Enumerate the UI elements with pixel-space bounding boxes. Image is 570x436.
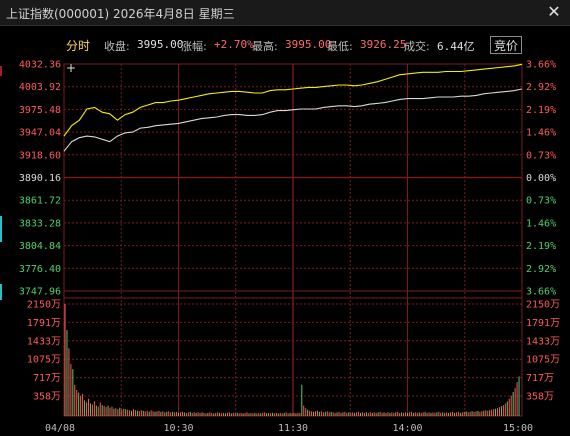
turnover-label: 成交: — [404, 40, 430, 53]
low-label: 最低: — [327, 40, 353, 53]
volume-axis-label-right: 358万 — [526, 392, 554, 403]
pct-axis-label: 3.66% — [526, 287, 556, 298]
time-axis-label: 14:00 — [392, 423, 422, 434]
price-axis-label: 3918.60 — [19, 150, 61, 161]
price-axis-label: 3861.72 — [19, 196, 61, 207]
low-value: 3926.25 — [360, 38, 407, 51]
pct-axis-label: 1.46% — [526, 128, 556, 139]
change-label: 涨幅: — [181, 40, 207, 53]
tab-timeshare[interactable]: 分时 — [66, 39, 91, 53]
price-axis-label: 3975.48 — [19, 105, 61, 116]
price-axis-label: 3804.84 — [19, 241, 61, 252]
volume-axis-label-right: 2150万 — [526, 300, 560, 311]
price-lines — [63, 63, 523, 152]
window-title: 上证指数(000001) 2026年4月8日 星期三 — [6, 7, 235, 21]
window-titlebar: 上证指数(000001) 2026年4月8日 星期三 ✕ — [0, 0, 570, 26]
price-axis-label: 3776.40 — [19, 264, 61, 275]
price-line — [63, 63, 523, 137]
chart-grid — [63, 63, 523, 417]
volume-bars — [64, 304, 520, 416]
price-axis-label: 4032.36 — [19, 60, 61, 71]
pct-axis-label: 0.73% — [526, 196, 556, 207]
edge-marker — [0, 216, 2, 242]
pct-axis-label: 2.92% — [526, 82, 556, 93]
edge-marker — [0, 66, 2, 76]
time-axis-label: 10:30 — [163, 423, 193, 434]
pct-axis-label: 2.19% — [526, 105, 556, 116]
volume-axis-label-right: 1791万 — [526, 318, 560, 329]
time-axis-label: 04/08 — [45, 423, 75, 434]
price-axis-label: 3747.96 — [19, 287, 61, 298]
price-axis-label: 3833.28 — [19, 218, 61, 229]
volume-axis-label-right: 1075万 — [526, 355, 560, 366]
pct-axis-label: 2.19% — [526, 241, 556, 252]
pct-axis-label: 0.00% — [526, 173, 556, 184]
volume-axis-label-right: 1433万 — [526, 336, 560, 347]
average-price-line — [63, 88, 523, 152]
volume-axis-label: 717万 — [33, 373, 61, 384]
close-value: 3995.00 — [137, 38, 184, 51]
time-axis-label: 15:00 — [503, 423, 533, 434]
pct-axis-label: 0.73% — [526, 150, 556, 161]
pct-axis-label: 1.46% — [526, 218, 556, 229]
quote-bar: 分时 收盘: 3995.00 涨幅: +2.70% 最高: 3995.00 最低… — [0, 26, 570, 56]
edge-marker — [0, 284, 2, 300]
high-value: 3995.00 — [285, 38, 332, 51]
auction-button[interactable]: 竞价 — [490, 36, 522, 54]
volume-axis-label: 1433万 — [27, 336, 61, 347]
axis-labels: 4032.36 3.66% 4003.92 2.92% 3975.48 2.19% 3947… — [19, 60, 560, 435]
pct-axis-label: 2.92% — [526, 264, 556, 275]
high-label: 最高: — [252, 40, 278, 53]
volume-axis-label: 1075万 — [27, 355, 61, 366]
turnover-value: 6.44亿 — [437, 40, 475, 53]
time-axis-label: 11:30 — [278, 423, 308, 434]
volume-axis-label: 1791万 — [27, 318, 61, 329]
volume-axis-label: 2150万 — [27, 300, 61, 311]
price-axis-label: 4003.92 — [19, 82, 61, 93]
volume-axis-label: 358万 — [33, 392, 61, 403]
left-edge-strip — [0, 26, 3, 436]
change-value: +2.70% — [214, 38, 254, 51]
price-axis-label: 3890.16 — [19, 173, 61, 184]
crosshair-icon: + — [66, 61, 76, 75]
pct-axis-label: 3.66% — [526, 60, 556, 71]
price-axis-label: 3947.04 — [19, 128, 61, 139]
close-icon[interactable]: ✕ — [547, 2, 561, 21]
volume-axis-label-right: 717万 — [526, 373, 554, 384]
close-label: 收盘: — [104, 40, 130, 53]
